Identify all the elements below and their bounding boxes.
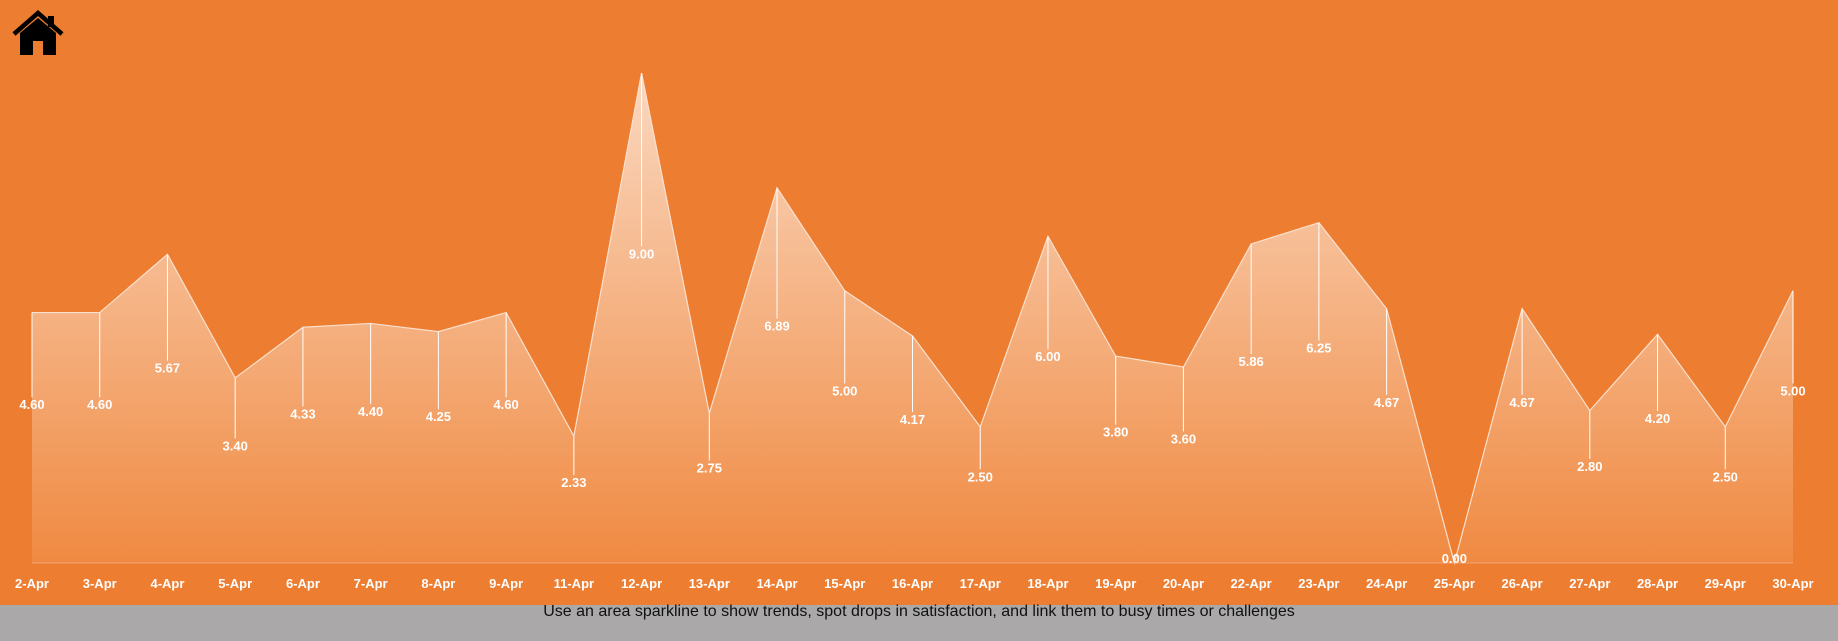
x-tick-label: 20-Apr — [1163, 576, 1204, 591]
data-label: 4.60 — [493, 397, 518, 412]
x-tick-label: 19-Apr — [1095, 576, 1136, 591]
x-tick-label: 30-Apr — [1772, 576, 1813, 591]
data-label: 4.67 — [1374, 395, 1399, 410]
x-tick-label: 3-Apr — [83, 576, 117, 591]
data-label: 5.00 — [832, 384, 857, 399]
x-tick-label: 26-Apr — [1501, 576, 1542, 591]
x-tick-label: 8-Apr — [421, 576, 455, 591]
data-label: 2.80 — [1577, 459, 1602, 474]
data-label: 5.86 — [1238, 354, 1263, 369]
x-tick-label: 27-Apr — [1569, 576, 1610, 591]
data-label: 0.00 — [1442, 551, 1467, 566]
x-tick-label: 22-Apr — [1231, 576, 1272, 591]
data-label: 4.25 — [426, 409, 451, 424]
data-label: 4.40 — [358, 404, 383, 419]
x-tick-label: 4-Apr — [150, 576, 184, 591]
data-label: 4.60 — [19, 397, 44, 412]
home-icon — [12, 10, 64, 55]
data-label: 2.50 — [1713, 469, 1738, 484]
x-tick-label: 2-Apr — [15, 576, 49, 591]
data-label: 3.60 — [1171, 432, 1196, 447]
x-tick-label: 29-Apr — [1705, 576, 1746, 591]
area-sparkline-chart: 4.60 4.60 5.67 3.40 4.33 4.40 4.25 4.60 2.33 9.00… — [15, 72, 1814, 591]
x-tick-label: 28-Apr — [1637, 576, 1678, 591]
x-tick-label: 25-Apr — [1434, 576, 1475, 591]
x-tick-label: 17-Apr — [960, 576, 1001, 591]
data-label: 2.75 — [697, 461, 722, 476]
x-tick-label: 7-Apr — [354, 576, 388, 591]
area-series — [32, 73, 1793, 563]
data-label: 4.17 — [900, 412, 925, 427]
x-tick-label: 15-Apr — [824, 576, 865, 591]
x-tick-label: 9-Apr — [489, 576, 523, 591]
chart-panel: 4.60 4.60 5.67 3.40 4.33 4.40 4.25 4.60 2.33 9.00… — [0, 0, 1838, 605]
data-label: 2.50 — [968, 469, 993, 484]
x-tick-label: 18-Apr — [1027, 576, 1068, 591]
x-tick-label: 13-Apr — [689, 576, 730, 591]
data-label: 2.33 — [561, 475, 586, 490]
data-label: 6.89 — [764, 319, 789, 334]
x-tick-label: 14-Apr — [756, 576, 797, 591]
data-label: 6.25 — [1306, 341, 1331, 356]
x-tick-label: 23-Apr — [1298, 576, 1339, 591]
x-tick-label: 12-Apr — [621, 576, 662, 591]
x-tick-label: 5-Apr — [218, 576, 252, 591]
data-label: 4.60 — [87, 397, 112, 412]
x-tick-label: 6-Apr — [286, 576, 320, 591]
x-tick-label: 16-Apr — [892, 576, 933, 591]
data-label: 5.00 — [1780, 384, 1805, 399]
data-label: 4.20 — [1645, 411, 1670, 426]
data-label: 3.80 — [1103, 425, 1128, 440]
data-label: 5.67 — [155, 361, 180, 376]
data-label: 4.33 — [290, 406, 315, 421]
x-tick-label: 11-Apr — [554, 576, 594, 591]
home-button[interactable] — [12, 10, 64, 56]
data-label: 6.00 — [1035, 349, 1060, 364]
data-label: 3.40 — [223, 438, 248, 453]
chart-caption: Use an area sparkline to show trends, sp… — [543, 603, 1295, 620]
data-label: 4.67 — [1509, 395, 1534, 410]
x-tick-label: 24-Apr — [1366, 576, 1407, 591]
data-label: 9.00 — [629, 246, 654, 261]
